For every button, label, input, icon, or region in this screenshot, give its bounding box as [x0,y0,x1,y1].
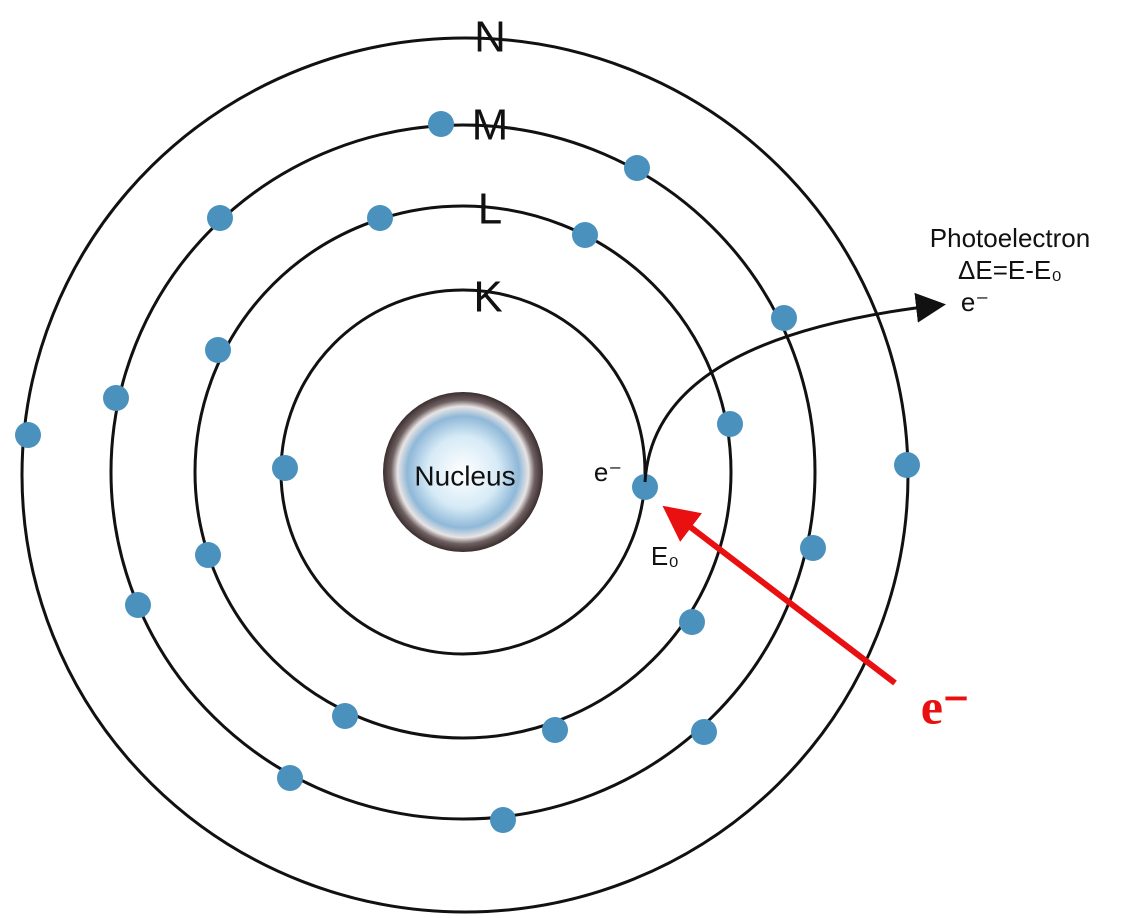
electron [679,609,705,635]
atom-diagram: N M L K Nucleus e⁻ E₀ Photoelectron ΔE=E… [0,0,1124,918]
energy-label: E₀ [651,541,679,571]
shell-label: L [478,185,502,234]
electron [800,535,826,561]
electron [195,542,221,568]
shell-label: K [473,273,502,322]
incident-arrow [672,513,895,683]
electron [490,807,516,833]
electron [367,205,393,231]
electron [205,337,231,363]
electron [207,205,233,231]
electron [272,455,298,481]
electron [277,765,303,791]
electron [15,422,41,448]
electron [691,719,717,745]
shell-label: N [474,13,506,62]
electron [428,111,454,137]
electron [332,703,358,729]
photoelectron-energy: ΔE=E-E₀ [958,255,1062,285]
electron [542,717,568,743]
nucleus-label: Nucleus [414,460,515,491]
electron [125,592,151,618]
photoelectron-title: Photoelectron [930,223,1090,253]
photoelectron-label: e⁻ [961,287,989,317]
electron-label: e⁻ [594,457,622,487]
electron [624,155,650,181]
electron [771,305,797,331]
electron [717,411,743,437]
electron [103,385,129,411]
electron [572,222,598,248]
incident-label: e⁻ [921,678,970,734]
shell-label: M [472,101,509,150]
electron [894,452,920,478]
